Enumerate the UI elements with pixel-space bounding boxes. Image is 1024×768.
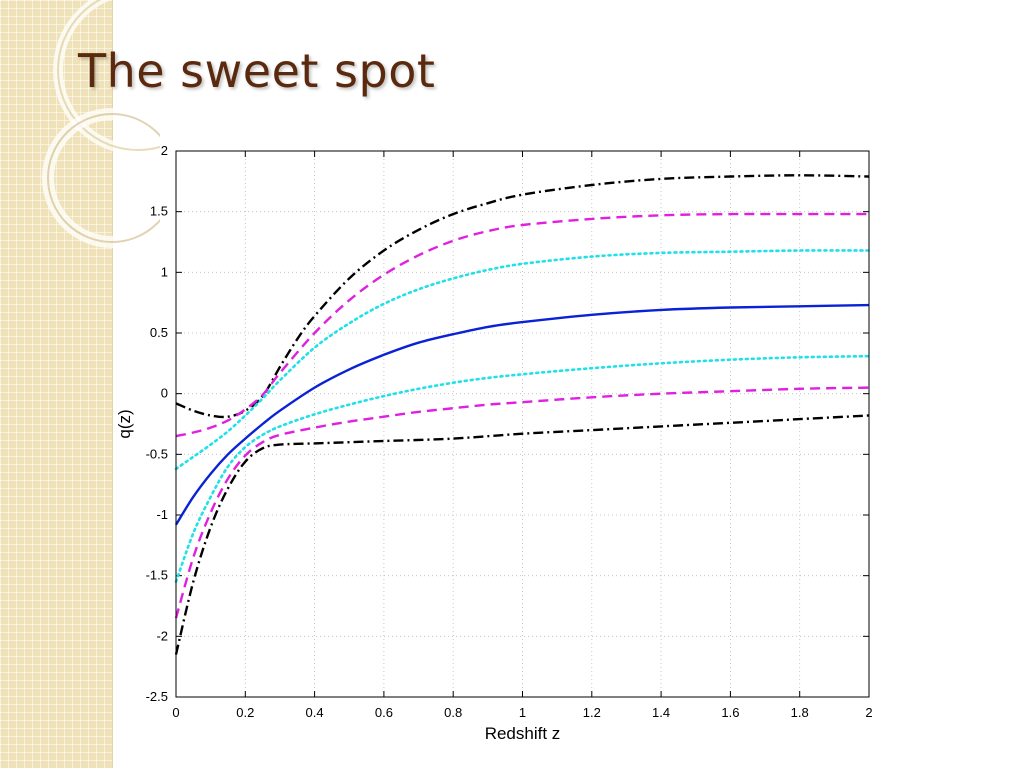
series-line-5 (174, 354, 871, 583)
series-line-3 (174, 249, 871, 471)
series-line-6 (174, 386, 870, 619)
y-tick-label: -0.5 (146, 446, 168, 461)
sidebar-pattern (0, 0, 113, 768)
y-tick-label: 0 (161, 386, 168, 401)
x-tick-label: 0.4 (306, 705, 324, 720)
series-line-2 (175, 212, 869, 438)
slide-title: The sweet spot (78, 44, 436, 98)
y-axis-label: q(z) (115, 409, 134, 438)
x-tick-label: 0.8 (444, 705, 462, 720)
y-tick-label: 1.5 (150, 204, 168, 219)
x-tick-label: 1.2 (583, 705, 601, 720)
y-tick-label: 1 (161, 264, 168, 279)
y-tick-label: -2.5 (146, 689, 168, 704)
y-tick-label: 2 (161, 143, 168, 158)
x-tick-label: 1.4 (652, 705, 670, 720)
x-tick-label: 1.8 (791, 705, 809, 720)
decorative-rings (42, 0, 160, 248)
x-axis-label: Redshift z (485, 724, 561, 743)
y-tick-label: 0.5 (150, 325, 168, 340)
y-tick-label: -1.5 (146, 568, 168, 583)
x-tick-label: 1 (519, 705, 526, 720)
x-tick-label: 1.6 (721, 705, 739, 720)
plot-frame (175, 150, 870, 698)
x-tick-label: 0 (172, 705, 179, 720)
series-line-4 (174, 303, 870, 526)
x-tick-label: 0.2 (236, 705, 254, 720)
series-line-7 (174, 414, 870, 655)
x-tick-label: 0.6 (375, 705, 393, 720)
y-tick-label: -1 (156, 507, 168, 522)
y-tick-label: -2 (156, 628, 168, 643)
x-tick-label: 2 (865, 705, 872, 720)
